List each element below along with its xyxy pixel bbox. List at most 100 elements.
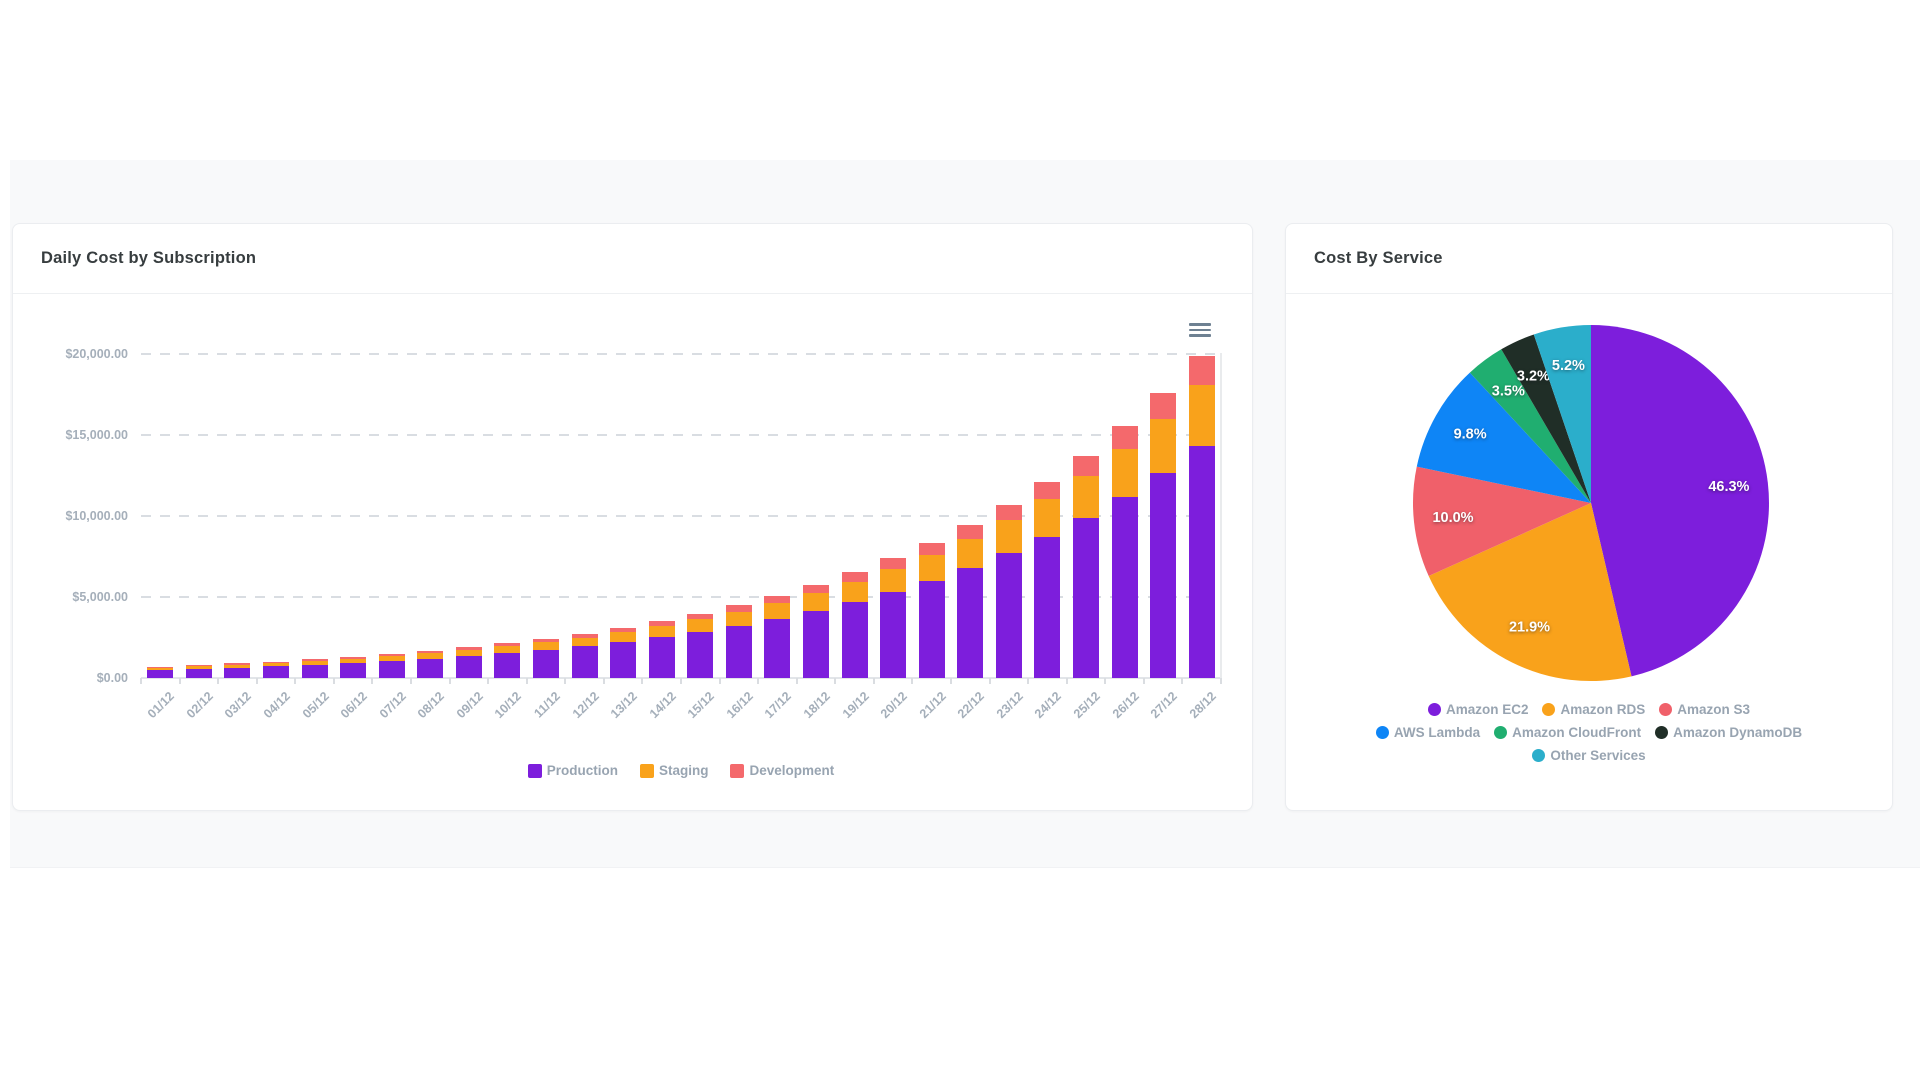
bar-development-12/12[interactable]	[571, 633, 598, 638]
bar-production-01/12[interactable]	[147, 669, 174, 678]
bar-staging-03/12[interactable]	[224, 664, 251, 668]
bar-production-27/12[interactable]	[1150, 473, 1177, 678]
pie-slice-amazon-cloudfront[interactable]	[1469, 349, 1591, 503]
bar-development-04/12[interactable]	[263, 661, 289, 664]
bar-development-17/12[interactable]	[764, 595, 791, 604]
bar-production-19/12[interactable]	[841, 602, 868, 678]
bar-development-01/12[interactable]	[147, 666, 174, 668]
bar-staging-16/12[interactable]	[725, 611, 752, 626]
bar-production-07/12[interactable]	[378, 660, 405, 678]
bar-production-14/12[interactable]	[648, 637, 675, 678]
legend-item-amazon-rds[interactable]: Amazon RDS	[1542, 702, 1645, 717]
bar-production-22/12[interactable]	[957, 567, 984, 678]
bar-production-16/12[interactable]	[725, 625, 752, 678]
bar-development-09/12[interactable]	[455, 647, 482, 651]
bar-development-07/12[interactable]	[378, 654, 405, 657]
bar-staging-09/12[interactable]	[455, 650, 482, 656]
bar-production-03/12[interactable]	[224, 667, 251, 678]
bar-development-20/12[interactable]	[880, 558, 907, 570]
bar-production-20/12[interactable]	[880, 591, 907, 678]
bar-production-26/12[interactable]	[1111, 496, 1138, 678]
bar-production-09/12[interactable]	[455, 655, 482, 678]
bar-production-08/12[interactable]	[417, 658, 444, 678]
bar-development-10/12[interactable]	[494, 643, 521, 647]
bar-staging-28/12[interactable]	[1188, 384, 1215, 446]
bar-production-13/12[interactable]	[610, 641, 637, 678]
bar-staging-22/12[interactable]	[957, 538, 984, 568]
bar-development-18/12[interactable]	[803, 584, 829, 594]
bar-production-23/12[interactable]	[995, 553, 1022, 678]
legend-item-amazon-dynamodb[interactable]: Amazon DynamoDB	[1655, 725, 1802, 740]
bar-production-25/12[interactable]	[1073, 518, 1099, 678]
pie-slice-amazon-ec2[interactable]	[1591, 325, 1769, 677]
bar-staging-15/12[interactable]	[687, 619, 714, 632]
legend-item-production[interactable]: Production	[527, 763, 618, 778]
bar-staging-18/12[interactable]	[803, 593, 829, 611]
bar-development-08/12[interactable]	[417, 650, 444, 654]
bar-staging-19/12[interactable]	[841, 581, 868, 602]
bar-development-23/12[interactable]	[995, 504, 1022, 521]
bar-development-13/12[interactable]	[610, 627, 637, 633]
bar-development-02/12[interactable]	[185, 665, 212, 667]
bar-staging-27/12[interactable]	[1150, 418, 1177, 474]
bar-staging-13/12[interactable]	[610, 632, 637, 642]
bar-production-05/12[interactable]	[301, 664, 328, 678]
legend-item-aws-lambda[interactable]: AWS Lambda	[1375, 725, 1480, 740]
bar-development-14/12[interactable]	[648, 621, 675, 627]
bar-staging-24/12[interactable]	[1034, 499, 1061, 537]
pie-slice-amazon-dynamodb[interactable]	[1501, 334, 1591, 503]
bar-development-22/12[interactable]	[957, 524, 984, 539]
bar-development-03/12[interactable]	[224, 663, 251, 665]
bar-staging-08/12[interactable]	[417, 653, 444, 659]
bar-production-17/12[interactable]	[764, 618, 791, 678]
bar-production-04/12[interactable]	[263, 666, 289, 678]
bar-staging-17/12[interactable]	[764, 603, 791, 619]
legend-item-amazon-cloudfront[interactable]: Amazon CloudFront	[1494, 725, 1641, 740]
bar-development-27/12[interactable]	[1150, 393, 1177, 419]
bar-production-15/12[interactable]	[687, 631, 714, 678]
legend-item-staging[interactable]: Staging	[639, 763, 708, 778]
bar-staging-12/12[interactable]	[571, 637, 598, 647]
bar-staging-23/12[interactable]	[995, 520, 1022, 554]
bar-staging-21/12[interactable]	[918, 554, 945, 581]
bar-staging-01/12[interactable]	[147, 667, 174, 670]
bar-production-24/12[interactable]	[1034, 536, 1061, 678]
bar-development-11/12[interactable]	[533, 638, 559, 643]
pie-slice-amazon-rds[interactable]	[1428, 503, 1632, 681]
bar-staging-04/12[interactable]	[263, 663, 289, 667]
bar-staging-06/12[interactable]	[340, 658, 367, 663]
bar-staging-25/12[interactable]	[1073, 475, 1099, 518]
bar-staging-05/12[interactable]	[301, 661, 328, 665]
pie-slice-other-services[interactable]	[1533, 325, 1591, 503]
bar-staging-11/12[interactable]	[533, 642, 559, 650]
bar-development-15/12[interactable]	[687, 613, 714, 620]
pie-slice-amazon-s3[interactable]	[1412, 466, 1591, 577]
bar-production-12/12[interactable]	[571, 646, 598, 678]
legend-item-development[interactable]: Development	[730, 763, 834, 778]
bar-development-25/12[interactable]	[1073, 455, 1099, 476]
bar-production-02/12[interactable]	[185, 668, 212, 678]
bar-production-18/12[interactable]	[803, 610, 829, 678]
bar-staging-10/12[interactable]	[494, 646, 521, 654]
bar-staging-26/12[interactable]	[1111, 449, 1138, 497]
bar-production-28/12[interactable]	[1188, 445, 1215, 678]
hamburger-menu-icon[interactable]	[1189, 323, 1211, 337]
bar-development-05/12[interactable]	[301, 659, 328, 662]
bar-development-19/12[interactable]	[841, 572, 868, 582]
bar-production-06/12[interactable]	[340, 662, 367, 678]
bar-development-26/12[interactable]	[1111, 426, 1138, 450]
bar-staging-20/12[interactable]	[880, 569, 907, 592]
bar-staging-02/12[interactable]	[185, 666, 212, 669]
bar-development-24/12[interactable]	[1034, 481, 1061, 500]
bar-staging-07/12[interactable]	[378, 656, 405, 661]
bar-staging-14/12[interactable]	[648, 626, 675, 638]
bar-production-10/12[interactable]	[494, 653, 521, 678]
legend-item-amazon-s3[interactable]: Amazon S3	[1659, 702, 1750, 717]
pie-slice-aws-lambda[interactable]	[1416, 372, 1591, 503]
legend-item-other-services[interactable]: Other Services	[1532, 748, 1646, 763]
bar-production-11/12[interactable]	[533, 649, 559, 678]
bar-development-28/12[interactable]	[1188, 355, 1215, 385]
bar-development-21/12[interactable]	[918, 542, 945, 555]
bar-production-21/12[interactable]	[918, 580, 945, 678]
legend-item-amazon-ec2[interactable]: Amazon EC2	[1427, 702, 1528, 717]
